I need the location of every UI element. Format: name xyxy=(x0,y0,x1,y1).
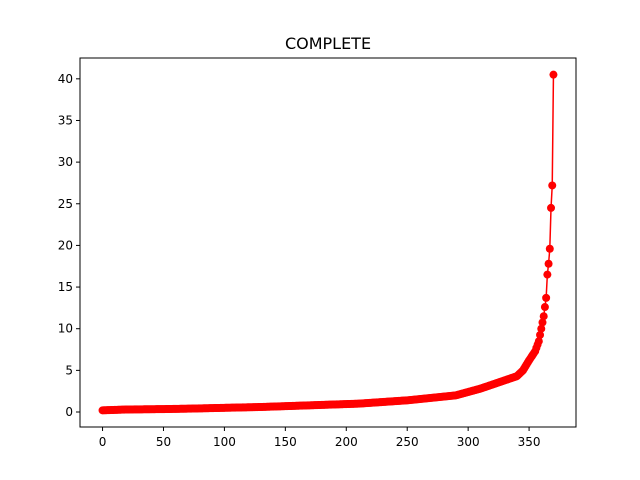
data-point xyxy=(547,203,556,212)
x-axis: 0 50 100 150 200 250 300 350 xyxy=(99,427,541,449)
data-point xyxy=(544,259,553,268)
y-axis: 0 5 10 15 20 25 30 35 40 xyxy=(58,72,80,419)
x-tick-label: 150 xyxy=(274,435,297,449)
y-tick-label: 15 xyxy=(58,280,73,294)
data-point xyxy=(540,303,549,312)
data-point xyxy=(537,324,546,333)
x-tick-label: 50 xyxy=(156,435,171,449)
data-point xyxy=(549,70,558,79)
x-tick-label: 250 xyxy=(396,435,419,449)
data-point xyxy=(545,244,554,253)
y-tick-label: 30 xyxy=(58,155,73,169)
y-tick-label: 40 xyxy=(58,72,73,86)
y-tick-label: 25 xyxy=(58,197,73,211)
x-tick-label: 350 xyxy=(518,435,541,449)
data-point xyxy=(534,337,543,346)
data-point xyxy=(536,330,545,339)
data-point xyxy=(538,318,547,327)
x-tick-label: 100 xyxy=(213,435,236,449)
data-point xyxy=(548,181,557,190)
x-tick-label: 200 xyxy=(335,435,358,449)
x-tick-label: 300 xyxy=(457,435,480,449)
plot-area xyxy=(98,70,558,415)
x-tick-label: 0 xyxy=(99,435,107,449)
y-tick-label: 20 xyxy=(58,238,73,252)
y-tick-label: 10 xyxy=(58,322,73,336)
y-tick-label: 0 xyxy=(65,405,73,419)
data-point xyxy=(543,270,552,279)
y-tick-label: 5 xyxy=(65,363,73,377)
y-tick-label: 35 xyxy=(58,113,73,127)
axes-frame xyxy=(79,57,577,428)
data-point xyxy=(539,312,548,321)
chart-title: COMPLETE xyxy=(285,34,371,53)
data-point xyxy=(542,293,551,302)
